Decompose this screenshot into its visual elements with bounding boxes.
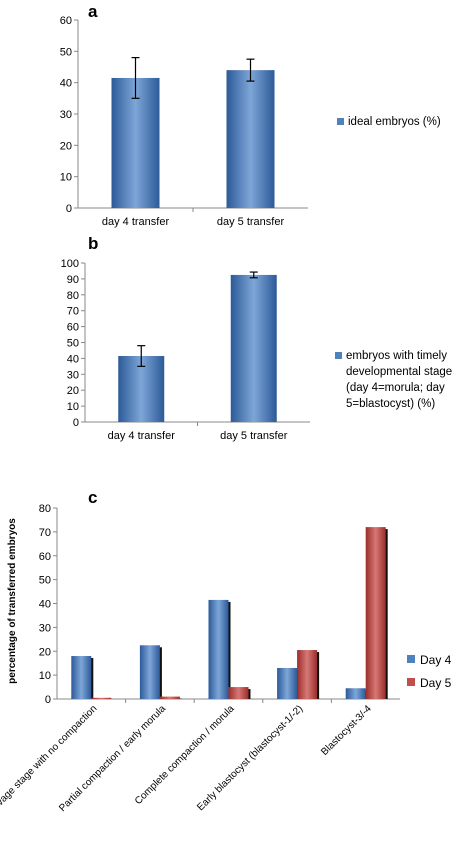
chart-c-bar	[228, 687, 249, 699]
chart-c-bar	[297, 650, 318, 699]
chart-c-bar	[345, 688, 366, 699]
chart-b-bar	[118, 356, 165, 422]
chart-c: 0 10 20 30 40 50 60 70 80 Cleavage stage with no …	[0, 503, 400, 823]
chart-b-y-tick-label: 20	[67, 385, 79, 397]
legend-b: embryos with timely developmental stage …	[335, 350, 452, 410]
panel-label-c: c	[88, 488, 97, 507]
chart-a: 0 10 20 30 40 50 60 day 4 transfer day 5 transfe…	[60, 15, 308, 228]
chart-c-bar	[159, 696, 180, 699]
chart-c-bar	[277, 667, 298, 699]
chart-c-y-tick-label: 70	[39, 527, 51, 539]
chart-c-y-tick-label: 60	[39, 551, 51, 563]
legend-b-line-2: developmental stage	[346, 366, 452, 378]
chart-b-y-tick-label: 90	[67, 274, 79, 286]
chart-c-y-tick-label: 0	[45, 694, 51, 706]
legend-b-swatch	[335, 352, 342, 359]
legend-c-swatch-day4	[407, 655, 415, 663]
chart-a-y-tick-label: 20	[60, 140, 72, 152]
legend-a-label: ideal embryos (%)	[348, 116, 441, 128]
chart-c-y-tick-label: 10	[39, 670, 51, 682]
chart-a-y-tick-label: 50	[60, 46, 72, 58]
chart-c-category-label: Blastocyst-3/-4	[319, 703, 374, 758]
chart-b-y-tick-label: 40	[67, 353, 79, 365]
chart-a-category-label: day 5 transfer	[217, 216, 285, 228]
chart-a-bar	[226, 70, 275, 208]
chart-b-y-tick-label: 70	[67, 306, 79, 318]
chart-c-y-tick-label: 30	[39, 622, 51, 634]
chart-c-category-label: Cleavage stage with no compaction	[0, 703, 99, 822]
chart-b-bar	[230, 274, 277, 422]
chart-c-y-tick-label: 20	[39, 646, 51, 658]
chart-a-y-tick-label: 60	[60, 15, 72, 27]
chart-a-y-tick-label: 0	[66, 203, 72, 215]
chart-a-y-tick-label: 30	[60, 109, 72, 121]
chart-a-category-label: day 4 transfer	[102, 216, 170, 228]
chart-b-y-tick-label: 100	[61, 258, 79, 270]
legend-c-label-day5: Day 5	[420, 676, 452, 690]
chart-a-bar	[111, 77, 160, 208]
legend-c-swatch-day5	[407, 678, 415, 686]
chart-c-bar	[71, 656, 92, 699]
chart-c-bar	[91, 697, 112, 699]
chart-b-category-label: day 4 transfer	[108, 430, 176, 442]
chart-b-y-tick-label: 0	[73, 417, 79, 429]
legend-a-swatch	[337, 118, 344, 125]
legend-a: ideal embryos (%)	[337, 116, 441, 128]
panel-label-a: a	[88, 2, 98, 21]
chart-b-y-tick-label: 10	[67, 401, 79, 413]
chart-b-y-tick-label: 30	[67, 369, 79, 381]
chart-c-y-tick-label: 50	[39, 575, 51, 587]
legend-c: Day 4 Day 5	[407, 653, 452, 690]
legend-c-label-day4: Day 4	[420, 653, 452, 667]
chart-a-y-tick-label: 10	[60, 172, 72, 184]
chart-b: 0 10 20 30 40 50 60 70 80 90 100 day 4 transfer day …	[61, 258, 310, 442]
chart-c-y-tick-label: 80	[39, 503, 51, 515]
chart-b-y-tick-label: 50	[67, 338, 79, 350]
legend-b-line-3: (day 4=morula; day	[346, 382, 445, 394]
chart-c-y-tick-label: 40	[39, 599, 51, 611]
legend-b-line-1: embryos with timely	[346, 350, 447, 362]
chart-b-y-tick-label: 80	[67, 290, 79, 302]
chart-b-category-label: day 5 transfer	[220, 430, 288, 442]
chart-c-bar	[139, 645, 160, 699]
chart-c-bar	[365, 527, 386, 699]
legend-b-line-4: 5=blastocyst) (%)	[346, 398, 435, 410]
panel-label-b: b	[88, 234, 98, 253]
chart-c-bar	[208, 599, 229, 699]
y-axis-title-c: percentage of transferred embryos	[7, 518, 18, 684]
chart-a-y-tick-label: 40	[60, 78, 72, 90]
chart-b-y-tick-label: 60	[67, 322, 79, 334]
